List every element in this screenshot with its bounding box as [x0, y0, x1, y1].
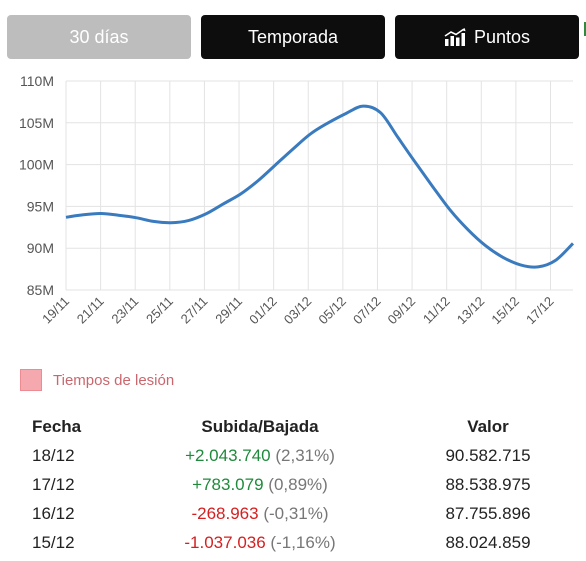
y-tick-label: 100M	[19, 157, 54, 173]
tab-season-label: Temporada	[247, 26, 339, 47]
value-history-table: Fecha Subida/Bajada Valor 18/12 +2.043.7…	[0, 413, 586, 558]
header-value: Valor	[467, 417, 509, 436]
row-value: 87.755.896	[445, 504, 531, 523]
table-row: 16/12 -268.963 (-0,31%) 87.755.896	[0, 500, 586, 529]
legend-swatch	[20, 369, 42, 391]
x-tick-label: 15/12	[488, 294, 522, 328]
x-tick-label: 21/11	[74, 294, 107, 327]
x-tick-label: 01/12	[246, 294, 280, 328]
table-row: 17/12 +783.079 (0,89%) 88.538.975	[0, 471, 586, 500]
edge-indicator	[584, 22, 586, 36]
x-tick-label: 25/11	[143, 294, 176, 327]
y-tick-label: 85M	[27, 282, 54, 298]
table-header: Fecha Subida/Bajada Valor	[0, 413, 586, 442]
x-tick-label: 19/11	[39, 294, 72, 327]
row-date: 16/12	[32, 504, 75, 523]
change-amount: -1.037.036	[184, 533, 266, 552]
y-tick-label: 95M	[27, 198, 54, 214]
change-amount: +2.043.740	[185, 446, 271, 465]
chart-canvas: 85M 90M 95M 100M 105M 110M 19/11 21/11 23/11 25/1…	[19, 73, 575, 328]
row-date: 17/12	[32, 475, 75, 494]
x-tick-label: 27/11	[178, 294, 211, 327]
tab-30-days[interactable]: 30 días	[7, 15, 191, 59]
x-tick-label: 23/11	[108, 294, 141, 327]
row-value: 90.582.715	[445, 446, 531, 465]
y-tick-label: 110M	[20, 73, 54, 89]
change-amount: +783.079	[192, 475, 264, 494]
row-value: 88.538.975	[445, 475, 531, 494]
tab-points-label: Puntos	[473, 26, 531, 47]
tab-season[interactable]: Temporada	[201, 15, 385, 59]
chart-legend[interactable]: Tiempos de lesión	[20, 369, 174, 391]
row-change: -1.037.036 (-1,16%)	[180, 533, 340, 553]
legend-label: Tiempos de lesión	[53, 371, 175, 389]
x-tick-label: 07/12	[350, 294, 384, 328]
row-change: +2.043.740 (2,31%)	[180, 446, 340, 466]
x-tick-label: 09/12	[385, 294, 419, 328]
y-tick-label: 105M	[19, 115, 54, 131]
header-date: Fecha	[32, 417, 82, 436]
row-date: 18/12	[32, 446, 75, 465]
table-row: 18/12 +2.043.740 (2,31%) 90.582.715	[0, 442, 586, 471]
x-tick-label: 17/12	[523, 294, 557, 328]
tab-points[interactable]: Puntos	[395, 15, 579, 59]
table-row: 15/12 -1.037.036 (-1,16%) 88.024.859	[0, 529, 586, 558]
x-tick-label: 29/11	[212, 294, 245, 327]
row-change: +783.079 (0,89%)	[180, 475, 340, 495]
y-tick-label: 90M	[27, 240, 54, 256]
row-value: 88.024.859	[445, 533, 531, 552]
period-tabs: 30 días Temporada Puntos	[7, 15, 586, 60]
row-date: 15/12	[32, 533, 75, 552]
change-percent: (-1,16%)	[270, 533, 336, 552]
x-tick-label: 11/12	[420, 294, 453, 327]
change-percent: (0,89%)	[268, 475, 328, 494]
series-line	[65, 104, 575, 269]
change-amount: -268.963	[191, 504, 259, 523]
x-tick-label: 05/12	[315, 294, 349, 328]
header-change: Subida/Bajada	[201, 417, 319, 436]
tab-30-days-label: 30 días	[69, 26, 129, 47]
x-tick-label: 13/12	[454, 294, 488, 328]
change-percent: (-0,31%)	[263, 504, 329, 523]
change-percent: (2,31%)	[275, 446, 335, 465]
row-change: -268.963 (-0,31%)	[180, 504, 340, 524]
x-tick-label: 03/12	[281, 294, 315, 328]
bar-chart-rising-icon	[444, 28, 466, 46]
market-value-chart: 85M 90M 95M 100M 105M 110M 19/11 21/11 23/11 25/1…	[0, 68, 586, 358]
